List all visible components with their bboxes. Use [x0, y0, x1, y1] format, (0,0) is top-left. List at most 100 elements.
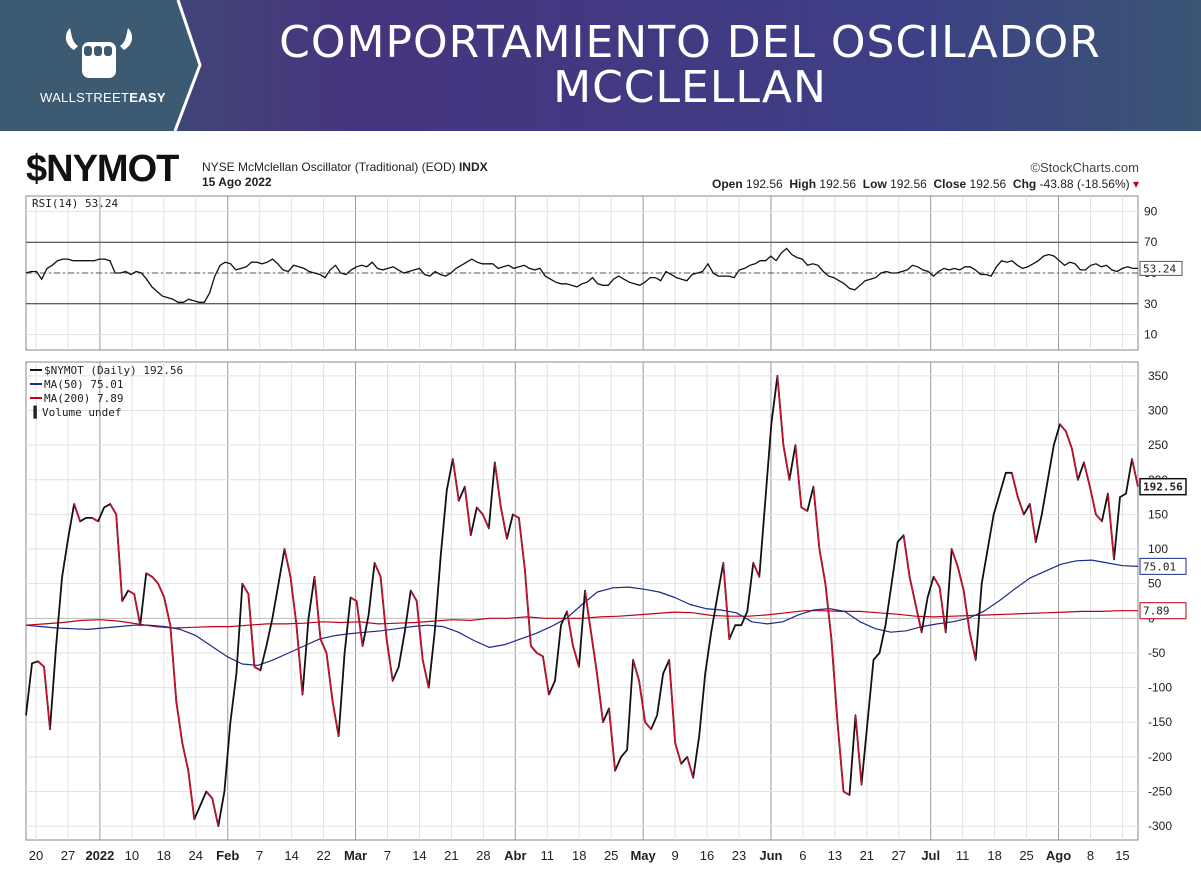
series-down-segment — [109, 503, 117, 515]
rsi-last-value: 53.24 — [1143, 262, 1176, 275]
series-down-segment — [494, 462, 502, 508]
series-down-segment — [37, 660, 45, 668]
series-down-segment — [518, 517, 526, 570]
series-last-value-box — [1139, 557, 1187, 575]
series-down-segment — [476, 506, 484, 515]
rsi-y-tick: 90 — [1144, 204, 1158, 218]
series-down-segment — [836, 722, 845, 792]
x-tick-label: 18 — [157, 848, 171, 863]
volume-bars-icon: ▐ — [30, 405, 37, 419]
series-down-segment — [325, 652, 334, 702]
series-down-segment — [355, 600, 364, 647]
series-down-segment — [632, 659, 640, 681]
series-down-segment — [1107, 493, 1115, 560]
series-down-segment — [776, 375, 785, 446]
series-down-segment — [145, 572, 153, 578]
x-tick-label: 10 — [125, 848, 139, 863]
series-down-segment — [542, 656, 550, 695]
series-down-segment — [1059, 423, 1067, 432]
series-down-segment — [1029, 503, 1037, 543]
series-down-segment — [968, 632, 977, 661]
series-down-segment — [91, 517, 99, 523]
series-line — [25, 559, 1139, 667]
chart-description: NYSE McMclellan Oscillator (Traditional)… — [202, 160, 488, 174]
series-down-segment — [241, 583, 250, 595]
series-down-segment — [421, 659, 430, 688]
series-down-segment — [908, 576, 917, 605]
series-down-segment — [1089, 486, 1097, 515]
series-down-segment — [584, 590, 592, 633]
main-panel-frame — [25, 361, 1139, 841]
series-last-value: 7.89 — [1143, 605, 1170, 618]
series-down-segment — [674, 742, 682, 765]
main-y-tick: -300 — [1148, 819, 1172, 833]
series-last-value-box — [1139, 477, 1187, 496]
x-tick-label: 11 — [956, 848, 970, 863]
series-down-segment — [385, 638, 394, 681]
x-tick-label: 21 — [444, 848, 458, 863]
series-down-segment — [512, 513, 520, 519]
series-down-segment — [830, 639, 839, 723]
series-down-segment — [1071, 448, 1079, 480]
series-down-segment — [379, 576, 388, 640]
rsi-legend: RSI(14) 53.24 — [32, 197, 118, 210]
main-y-tick: -50 — [1148, 646, 1166, 660]
x-tick-label: 6 — [799, 848, 806, 863]
series-down-segment — [463, 486, 472, 536]
x-tick-label: Ago — [1046, 848, 1071, 863]
x-tick-label: 7 — [256, 848, 263, 863]
series-last-value: 75.01 — [1143, 560, 1176, 573]
x-tick-label: Abr — [504, 848, 526, 863]
series-down-segment — [938, 587, 947, 633]
rsi-line — [25, 247, 1138, 303]
series-down-segment — [313, 576, 322, 640]
series-down-segment — [1095, 513, 1103, 522]
x-tick-label: 24 — [189, 848, 203, 863]
bull-fist-logo-icon — [65, 28, 133, 78]
series-down-segment — [752, 562, 761, 578]
x-tick-label: 27 — [892, 848, 906, 863]
series-down-segment — [247, 594, 256, 667]
series-down-segment — [608, 708, 616, 771]
series-down-segment — [644, 721, 652, 730]
series-down-segment — [932, 576, 941, 588]
series-down-segment — [373, 562, 382, 578]
series-down-segment — [902, 535, 911, 577]
chart-date: 15 Ago 2022 — [202, 175, 272, 189]
x-tick-label: 2022 — [85, 848, 114, 863]
series-down-segment — [331, 701, 340, 737]
series-down-segment — [1017, 496, 1025, 515]
x-tick-label: 25 — [604, 848, 618, 863]
x-tick-label: 7 — [384, 848, 391, 863]
x-tick-label: 20 — [29, 848, 43, 863]
series-down-segment — [415, 600, 424, 660]
series-last-value: 192.56 — [1143, 481, 1183, 494]
x-tick-label: 11 — [541, 848, 555, 863]
series-down-segment — [254, 666, 261, 671]
series-down-segment — [824, 583, 833, 640]
series-last-value-box — [1139, 602, 1187, 620]
x-tick-label: 22 — [316, 848, 330, 863]
series-down-segment — [73, 503, 81, 522]
series-down-segment — [956, 566, 965, 591]
series-down-segment — [572, 645, 580, 668]
x-tick-label: 9 — [671, 848, 678, 863]
series-down-segment — [43, 666, 51, 730]
main-y-tick: 100 — [1148, 542, 1168, 556]
down-arrow-icon: ▾ — [1132, 177, 1139, 191]
series-down-segment — [1083, 462, 1091, 487]
series-down-segment — [668, 659, 676, 744]
main-y-tick: -200 — [1148, 750, 1172, 764]
main-y-tick: -150 — [1148, 715, 1172, 729]
series-down-segment — [319, 638, 328, 654]
series-down-segment — [500, 507, 508, 539]
main-y-tick: 50 — [1148, 577, 1162, 591]
series-down-segment — [169, 625, 178, 702]
x-tick-label: Feb — [216, 848, 239, 863]
ticker-symbol: $NYMOT — [26, 148, 179, 190]
x-tick-label: Mar — [344, 848, 367, 863]
x-tick-label: Jun — [759, 848, 782, 863]
ohlc-readout: Open 192.56 High 192.56 Low 192.56 Close… — [712, 177, 1139, 191]
series-down-segment — [205, 790, 213, 799]
